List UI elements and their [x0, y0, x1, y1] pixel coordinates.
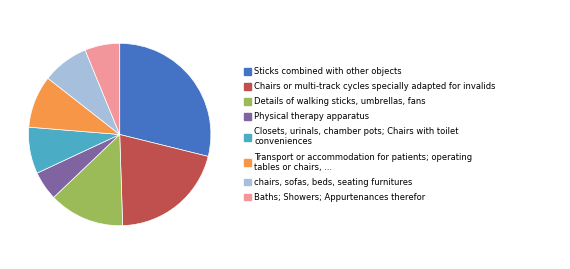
Wedge shape [54, 134, 123, 226]
Wedge shape [48, 50, 120, 134]
Legend: Sticks combined with other objects, Chairs or multi-track cycles specially adapt: Sticks combined with other objects, Chai… [243, 67, 496, 202]
Wedge shape [120, 134, 208, 226]
Wedge shape [85, 43, 120, 134]
Wedge shape [120, 43, 211, 157]
Wedge shape [37, 134, 120, 197]
Wedge shape [28, 127, 120, 173]
Wedge shape [29, 78, 120, 134]
